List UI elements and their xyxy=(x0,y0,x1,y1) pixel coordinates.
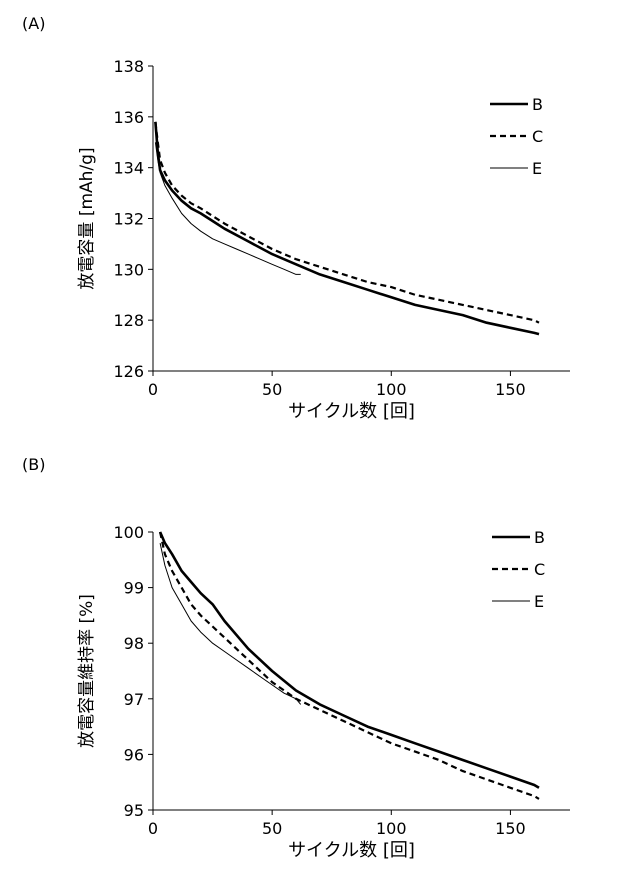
panel-a-ytick-label: 126 xyxy=(113,362,144,381)
panel-b-xtick-label: 50 xyxy=(262,819,282,838)
panel-a-ytick-label: 128 xyxy=(113,311,144,330)
panel-a-ytick-label: 136 xyxy=(113,108,144,127)
panel-b-xtick-label: 100 xyxy=(376,819,407,838)
panel-b-legend-c-label: C xyxy=(534,560,545,579)
panel-a-ytick-label: 132 xyxy=(113,210,144,229)
panel-b-xtick-label: 150 xyxy=(495,819,526,838)
panel-a-xtick-label: 0 xyxy=(148,380,158,399)
panel-b-series-c-line xyxy=(160,532,539,799)
panel-b-ytick-label: 95 xyxy=(124,801,144,820)
panel-a-xtick-label: 100 xyxy=(376,380,407,399)
panel-b-ytick-label: 99 xyxy=(124,579,144,598)
panel-a-xtick-label: 50 xyxy=(262,380,282,399)
panel-b-ytick-label: 98 xyxy=(124,634,144,653)
panel-b-ytick-label: 97 xyxy=(124,690,144,709)
panel-a-ytick-label: 138 xyxy=(113,57,144,76)
panel-b-series-e-line xyxy=(160,543,301,704)
panel-a-ytick-label: 130 xyxy=(113,260,144,279)
panel-a-legend-b-label: B xyxy=(532,95,543,114)
panel-a-series-e-line xyxy=(155,142,300,274)
panel-b-legend-b-label: B xyxy=(534,528,545,547)
panel-b-x-axis-title: サイクル数 [回] xyxy=(288,840,415,861)
panel-b-series-b-line xyxy=(160,532,539,788)
panel-b-xtick-label: 0 xyxy=(148,819,158,838)
panel-a-legend-c-label: C xyxy=(532,127,543,146)
panel-a-series-b-line xyxy=(155,122,539,334)
panel-b-y-axis-title: 放電容量維持率 [%] xyxy=(77,594,97,748)
panel-b-ytick-label: 96 xyxy=(124,745,144,764)
panel-b-legend-e-label: E xyxy=(534,592,544,611)
panel-a-legend-e-label: E xyxy=(532,159,542,178)
panel-a-y-axis-title: 放電容量 [mAh/g] xyxy=(77,147,97,289)
panel-a-ytick-label: 134 xyxy=(113,159,144,178)
panel-a-x-axis-title: サイクル数 [回] xyxy=(288,401,415,422)
panel-a-xtick-label: 150 xyxy=(495,380,526,399)
panel-b-ytick-label: 100 xyxy=(113,523,144,542)
